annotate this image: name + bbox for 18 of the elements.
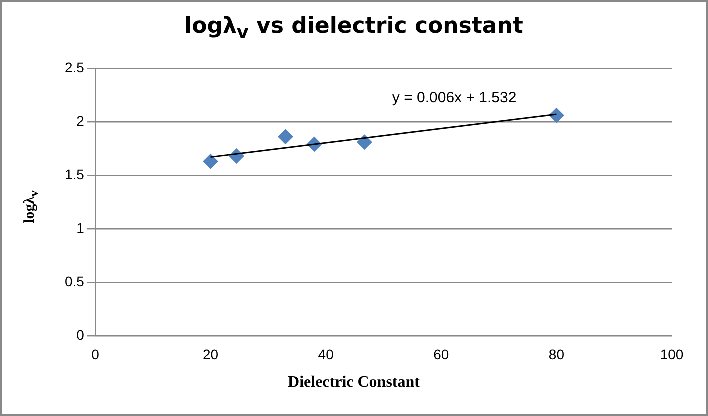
- x-tick-label: 60: [434, 346, 450, 362]
- point: [203, 154, 218, 170]
- x-tick-label: 80: [548, 346, 565, 362]
- y-tick-label: 1: [76, 220, 85, 236]
- point: [357, 134, 372, 150]
- x-axis-title: Dielectric Constant: [287, 374, 421, 392]
- x-tick-label: 100: [660, 346, 684, 362]
- annotation: y = 0.006x + 1.532: [392, 90, 517, 107]
- y-tick-label: 0: [76, 327, 85, 344]
- y-tick-label: 0.5: [64, 274, 85, 290]
- y-tick-label: 1.5: [64, 166, 85, 182]
- x-tick-label: 20: [202, 346, 219, 362]
- point: [278, 129, 294, 144]
- y-tick-label: 2.5: [64, 59, 85, 76]
- x-tick-label: 40: [318, 346, 334, 362]
- x-tick-label: 0: [92, 346, 100, 362]
- y-tick-label: 2: [76, 112, 85, 129]
- chart-title: logλ$_{v}$ vs dielectric constant: [184, 14, 524, 44]
